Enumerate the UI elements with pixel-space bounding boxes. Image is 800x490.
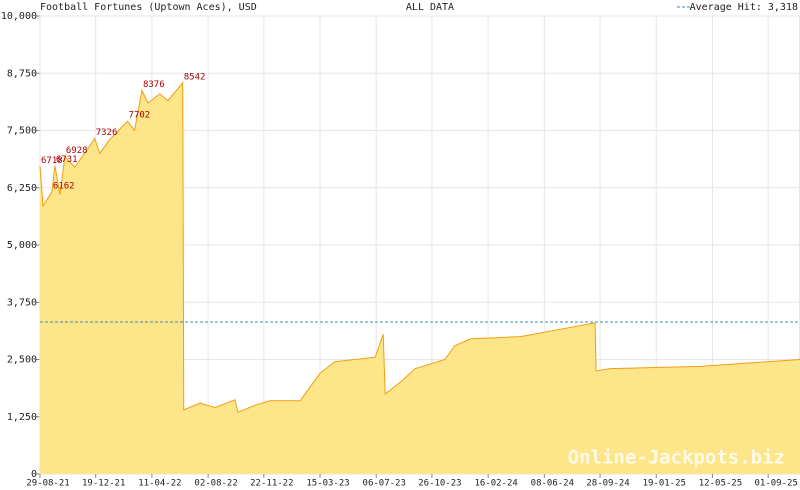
- value-label: 6928: [66, 146, 88, 156]
- y-tick-label: 8,750: [7, 68, 37, 79]
- x-tick-label: 06-07-23: [363, 479, 406, 489]
- value-label: 8376: [143, 80, 165, 90]
- x-tick-label: 01-09-25: [754, 479, 797, 489]
- y-tick-label: 1,250: [7, 412, 37, 423]
- x-tick-label: 26-10-23: [418, 479, 461, 489]
- value-label: 6731: [56, 155, 78, 165]
- x-tick-label: 22-11-22: [250, 479, 293, 489]
- watermark: Online-Jackpots.biz: [568, 447, 785, 469]
- average-legend: Average Hit: 3,318: [690, 2, 798, 13]
- value-label: 8542: [184, 72, 206, 82]
- x-tick-label: 02-08-22: [194, 479, 237, 489]
- value-label: 6162: [53, 181, 75, 191]
- chart-subtitle: ALL DATA: [406, 2, 454, 13]
- chart-title: Football Fortunes (Uptown Aces), USD: [40, 2, 257, 13]
- area: [40, 82, 800, 474]
- value-label: 6718: [41, 156, 63, 166]
- value-label: 7702: [129, 111, 151, 121]
- x-tick-label: 12-05-25: [699, 479, 742, 489]
- x-tick-label: 19-01-25: [643, 479, 686, 489]
- y-tick-label: 6,250: [7, 183, 37, 194]
- x-tick-label: 29-08-21: [26, 479, 69, 489]
- y-tick-label: 3,750: [7, 297, 37, 308]
- x-tick-label: 11-04-22: [138, 479, 181, 489]
- x-tick-label: 28-09-24: [586, 479, 629, 489]
- value-label: 7326: [96, 128, 118, 138]
- x-tick-label: 16-02-24: [474, 479, 517, 489]
- x-tick-label: 08-06-24: [531, 479, 574, 489]
- y-tick-label: 5,000: [7, 240, 37, 251]
- x-tick-label: 15-03-23: [306, 479, 349, 489]
- y-tick-label: 2,500: [7, 355, 37, 366]
- x-tick-label: 19-12-21: [82, 479, 125, 489]
- y-tick-label: 7,500: [7, 126, 37, 137]
- y-tick-label: 10,000: [1, 11, 37, 22]
- line: [39, 81, 800, 413]
- y-tick-label: 0: [31, 469, 37, 480]
